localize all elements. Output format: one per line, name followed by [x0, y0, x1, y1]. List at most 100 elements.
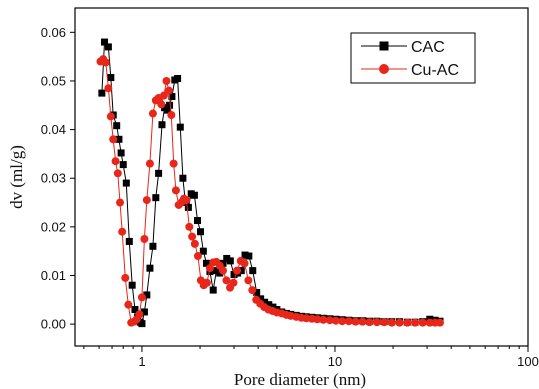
data-point [174, 75, 182, 83]
data-point [163, 106, 171, 114]
data-point [185, 222, 194, 231]
legend-cuac-marker [379, 64, 389, 74]
data-point [209, 286, 217, 294]
data-point [143, 291, 151, 299]
data-point [138, 320, 146, 328]
data-point [135, 310, 144, 319]
data-point [216, 269, 224, 277]
data-point [116, 198, 125, 207]
data-point [166, 101, 174, 109]
data-point [145, 159, 154, 168]
data-point [248, 286, 257, 295]
legend-cuac-label: Cu-AC [411, 62, 459, 79]
data-point [331, 316, 340, 325]
data-point [219, 259, 227, 267]
data-point [313, 315, 322, 324]
legend-cac-label: CAC [411, 39, 445, 56]
data-point [146, 264, 154, 272]
data-point [188, 232, 197, 241]
data-point [244, 276, 253, 285]
plot-frame [74, 7, 529, 347]
data-point [148, 109, 157, 118]
data-point [380, 318, 389, 327]
series-layer [96, 38, 444, 328]
y-axis-title: dv (ml/g) [7, 145, 26, 209]
data-point [226, 257, 234, 265]
y-tick-label: 0.06 [41, 25, 66, 40]
data-point [358, 317, 367, 326]
data-point [122, 179, 130, 187]
x-tick-label: 10 [328, 354, 342, 369]
data-point [351, 317, 360, 326]
data-point [403, 318, 412, 327]
data-point [196, 228, 204, 236]
data-point [338, 317, 347, 326]
series-line [101, 40, 441, 325]
data-point [113, 169, 122, 178]
data-point [106, 112, 115, 121]
y-tick-label: 0.05 [41, 73, 66, 88]
data-point [387, 318, 396, 327]
data-point [140, 308, 148, 316]
data-point [101, 58, 110, 67]
data-point [155, 169, 163, 177]
data-point [104, 84, 113, 93]
data-point [152, 194, 160, 202]
data-point [223, 254, 231, 262]
data-point [240, 259, 249, 268]
data-point [411, 318, 420, 327]
data-point [101, 38, 109, 46]
data-point [125, 237, 133, 245]
data-point [241, 251, 249, 259]
data-point [121, 273, 130, 282]
data-point [137, 293, 146, 302]
data-point [395, 318, 404, 327]
x-tick-label: 100 [517, 354, 539, 369]
data-point [128, 281, 136, 289]
data-point [344, 317, 353, 326]
y-tick-label: 0.02 [41, 219, 66, 234]
data-point [202, 259, 210, 267]
data-point [158, 121, 166, 129]
data-point [219, 266, 228, 275]
y-tick-label: 0.04 [41, 122, 66, 137]
data-point [325, 316, 334, 325]
data-point [365, 318, 374, 327]
data-point [117, 149, 125, 157]
data-point [169, 159, 178, 168]
data-point [159, 91, 168, 100]
data-point [113, 122, 121, 130]
data-point [233, 266, 242, 275]
y-tick-label: 0.03 [41, 171, 66, 186]
legend-box [350, 32, 476, 84]
series-Cu-AC [96, 55, 444, 327]
data-point [199, 247, 207, 255]
data-point [107, 74, 115, 82]
data-point [119, 161, 127, 169]
data-point [118, 227, 127, 236]
data-point [164, 86, 173, 95]
data-point [319, 315, 328, 324]
data-point [222, 276, 231, 285]
data-point [253, 289, 261, 297]
data-point [418, 318, 427, 327]
data-point [131, 306, 139, 314]
x-axis-title: Pore diameter (nm) [234, 370, 366, 389]
data-point [179, 174, 187, 182]
series-line [100, 58, 440, 324]
data-point [157, 100, 166, 109]
data-point [184, 203, 192, 211]
data-point [261, 298, 269, 306]
data-point [162, 76, 171, 85]
data-point [124, 300, 133, 309]
data-point [245, 252, 253, 260]
x-tick-label: 1 [138, 354, 145, 369]
data-point [257, 295, 265, 303]
legend: CAC Cu-AC [350, 32, 476, 84]
data-point [265, 301, 273, 309]
data-point [302, 314, 311, 323]
data-point [193, 217, 201, 225]
data-point [190, 191, 198, 199]
data-point [149, 242, 157, 250]
data-point [104, 43, 112, 51]
